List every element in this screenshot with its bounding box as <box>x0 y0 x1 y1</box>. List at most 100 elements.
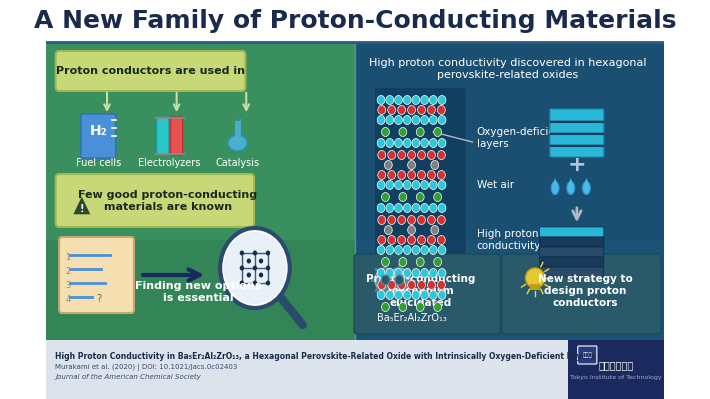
Circle shape <box>403 115 411 124</box>
Circle shape <box>430 95 437 105</box>
Circle shape <box>438 290 446 300</box>
Circle shape <box>240 265 244 271</box>
Circle shape <box>403 95 411 105</box>
FancyBboxPatch shape <box>550 133 604 145</box>
Text: 2: 2 <box>65 267 70 275</box>
Ellipse shape <box>582 182 590 194</box>
FancyBboxPatch shape <box>55 51 246 91</box>
Circle shape <box>431 225 439 235</box>
Text: 東工大: 東工大 <box>582 352 592 358</box>
Text: ?: ? <box>97 294 102 304</box>
Circle shape <box>434 192 442 201</box>
Circle shape <box>403 138 411 148</box>
Circle shape <box>384 225 392 235</box>
Circle shape <box>386 245 394 255</box>
Text: Finding new options
is essential: Finding new options is essential <box>135 281 262 303</box>
Circle shape <box>417 170 425 180</box>
Circle shape <box>246 259 251 263</box>
Circle shape <box>417 105 425 115</box>
Circle shape <box>421 269 429 277</box>
FancyBboxPatch shape <box>375 88 466 322</box>
FancyBboxPatch shape <box>46 340 664 399</box>
Circle shape <box>381 257 389 267</box>
Circle shape <box>417 280 425 290</box>
Circle shape <box>240 280 244 286</box>
Circle shape <box>398 150 405 160</box>
Text: Catalysis: Catalysis <box>215 158 260 168</box>
Text: Tokyo Institute of Technology: Tokyo Institute of Technology <box>570 375 662 381</box>
FancyBboxPatch shape <box>540 267 604 277</box>
Text: Ba₅Er₂Al₂ZrO₁₃: Ba₅Er₂Al₂ZrO₁₃ <box>376 313 447 323</box>
Circle shape <box>395 245 403 255</box>
Circle shape <box>438 180 446 190</box>
Text: High Proton Conductivity in Ba₅Er₂Al₂ZrO₁₃, a Hexagonal Perovskite-Related Oxide: High Proton Conductivity in Ba₅Er₂Al₂ZrO… <box>55 352 595 361</box>
Circle shape <box>388 105 395 115</box>
Circle shape <box>421 95 429 105</box>
Circle shape <box>388 235 395 245</box>
Circle shape <box>395 115 403 124</box>
Circle shape <box>403 180 411 190</box>
Circle shape <box>437 170 445 180</box>
Circle shape <box>381 192 389 201</box>
Circle shape <box>421 115 429 124</box>
Circle shape <box>431 160 439 170</box>
Text: Fuel cells: Fuel cells <box>76 158 121 168</box>
Circle shape <box>253 265 257 271</box>
Circle shape <box>416 302 424 312</box>
FancyBboxPatch shape <box>550 121 604 133</box>
Circle shape <box>398 235 405 245</box>
Circle shape <box>253 280 257 286</box>
Circle shape <box>386 203 394 213</box>
Circle shape <box>403 269 411 277</box>
Text: New strategy to
design proton
conductors: New strategy to design proton conductors <box>538 275 633 308</box>
Circle shape <box>381 302 389 312</box>
FancyBboxPatch shape <box>540 257 604 267</box>
Circle shape <box>412 95 420 105</box>
Ellipse shape <box>525 268 545 288</box>
Circle shape <box>430 115 437 124</box>
Text: Few good proton-conducting
materials are known: Few good proton-conducting materials are… <box>78 190 258 212</box>
Circle shape <box>412 290 420 300</box>
Circle shape <box>438 115 446 124</box>
Circle shape <box>377 180 385 190</box>
Text: High proton
conductivity: High proton conductivity <box>477 229 541 251</box>
Text: Proton conductors are used in: Proton conductors are used in <box>56 66 245 76</box>
Circle shape <box>378 105 386 115</box>
Circle shape <box>412 245 420 255</box>
Circle shape <box>408 105 415 115</box>
FancyBboxPatch shape <box>81 114 116 158</box>
FancyBboxPatch shape <box>55 174 254 227</box>
Circle shape <box>386 115 394 124</box>
FancyBboxPatch shape <box>46 240 355 340</box>
Ellipse shape <box>551 182 559 194</box>
FancyBboxPatch shape <box>540 227 604 237</box>
Circle shape <box>438 245 446 255</box>
FancyBboxPatch shape <box>46 42 355 340</box>
Circle shape <box>395 138 403 148</box>
Circle shape <box>377 203 385 213</box>
Circle shape <box>421 138 429 148</box>
Circle shape <box>384 160 392 170</box>
Circle shape <box>408 235 415 245</box>
FancyBboxPatch shape <box>170 117 182 155</box>
FancyBboxPatch shape <box>355 42 664 340</box>
Circle shape <box>416 257 424 267</box>
Text: Journal of the American Chemical Society: Journal of the American Chemical Society <box>55 374 201 380</box>
Circle shape <box>381 128 389 136</box>
Circle shape <box>381 275 390 285</box>
Circle shape <box>224 232 286 304</box>
Circle shape <box>377 138 385 148</box>
Circle shape <box>421 290 429 300</box>
Circle shape <box>395 275 404 285</box>
Circle shape <box>378 280 386 290</box>
Circle shape <box>412 203 420 213</box>
Circle shape <box>388 170 395 180</box>
Text: +: + <box>567 155 586 175</box>
Text: 1: 1 <box>65 253 70 261</box>
Circle shape <box>438 138 446 148</box>
Circle shape <box>434 257 442 267</box>
Text: High proton conductivity discovered in hexagonal
perovskite-related oxides: High proton conductivity discovered in h… <box>368 58 646 79</box>
Text: Oxygen-deficient
layers: Oxygen-deficient layers <box>477 127 567 149</box>
Circle shape <box>220 228 290 308</box>
Circle shape <box>377 245 385 255</box>
